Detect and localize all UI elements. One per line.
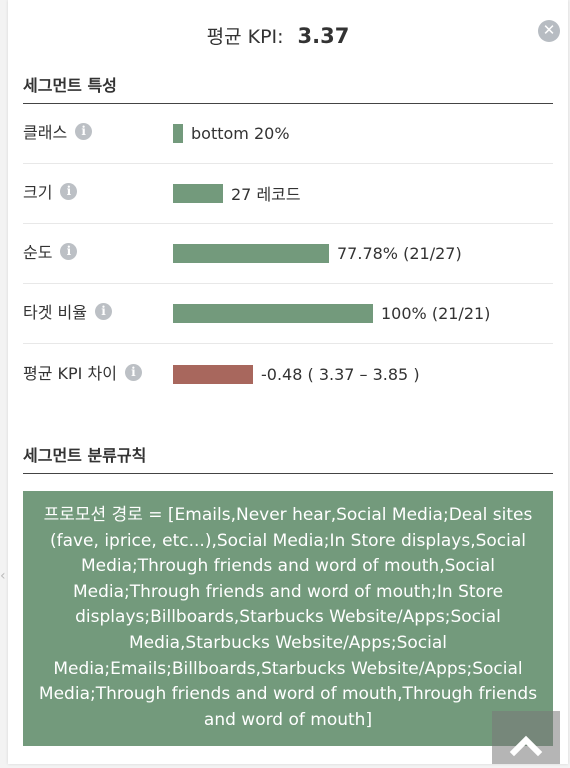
row-value: 27 레코드 xyxy=(231,185,301,204)
info-icon[interactable]: i xyxy=(94,303,112,320)
row-value: 100% (21/21) xyxy=(381,303,491,323)
row-kpi-diff: 평균 KPI 차이 i -0.48 ( 3.37 – 3.85 ) xyxy=(23,344,553,404)
bar-wrap: bottom 20% xyxy=(173,103,290,163)
segment-rule-text: 프로모션 경로 = [Emails,Never hear,Social Medi… xyxy=(23,491,553,746)
row-purity: 순도 i 77.78% (21/27) xyxy=(23,223,553,284)
bar-wrap: 27 레코드 xyxy=(173,163,301,223)
left-chevron-icon: ‹ xyxy=(0,568,6,584)
row-label: 클래스 xyxy=(23,123,68,142)
bar-wrap: -0.48 ( 3.37 – 3.85 ) xyxy=(173,344,420,404)
chevron-up-icon xyxy=(509,735,543,757)
bar-wrap: 77.78% (21/27) xyxy=(173,223,462,283)
segment-detail-panel: 평균 KPI: 3.37 ✕ 세그먼트 특성 클래스 i bottom 20% 크기… xyxy=(8,0,568,764)
row-value: bottom 20% xyxy=(191,123,290,143)
row-label-wrap: 크기 i xyxy=(23,163,78,223)
row-label: 타겟 비율 xyxy=(23,303,87,322)
row-bar xyxy=(173,303,373,323)
row-label-wrap: 타겟 비율 i xyxy=(23,283,112,343)
segment-rules-title: 세그먼트 분류규칙 xyxy=(23,442,553,474)
row-label: 크기 xyxy=(23,183,53,202)
row-label-wrap: 클래스 i xyxy=(23,103,93,163)
bar-wrap: 100% (21/21) xyxy=(173,283,490,343)
row-label-wrap: 순도 i xyxy=(23,223,78,283)
panel-header: 평균 KPI: 3.37 xyxy=(8,22,548,49)
row-value: 77.78% (21/27) xyxy=(337,243,462,263)
row-bar xyxy=(173,123,183,143)
row-bar xyxy=(173,243,329,263)
info-icon[interactable]: i xyxy=(60,183,78,200)
info-icon[interactable]: i xyxy=(60,243,78,260)
scroll-to-top-button[interactable] xyxy=(492,711,560,764)
row-bar xyxy=(173,364,253,384)
row-label: 평균 KPI 차이 xyxy=(23,364,117,383)
close-icon[interactable]: ✕ xyxy=(538,20,560,42)
row-bar xyxy=(173,183,223,203)
row-label: 순도 xyxy=(23,243,53,262)
row-label-wrap: 평균 KPI 차이 i xyxy=(23,344,142,404)
row-target-ratio: 타겟 비율 i 100% (21/21) xyxy=(23,283,553,344)
kpi-title: 평균 KPI: xyxy=(206,26,284,48)
info-icon[interactable]: i xyxy=(124,364,142,381)
segment-characteristics-title: 세그먼트 특성 xyxy=(23,72,553,104)
row-class: 클래스 i bottom 20% xyxy=(23,103,553,164)
row-size: 크기 i 27 레코드 xyxy=(23,163,553,224)
info-icon[interactable]: i xyxy=(75,123,93,140)
kpi-value: 3.37 xyxy=(297,24,350,48)
row-value: -0.48 ( 3.37 – 3.85 ) xyxy=(261,364,420,384)
